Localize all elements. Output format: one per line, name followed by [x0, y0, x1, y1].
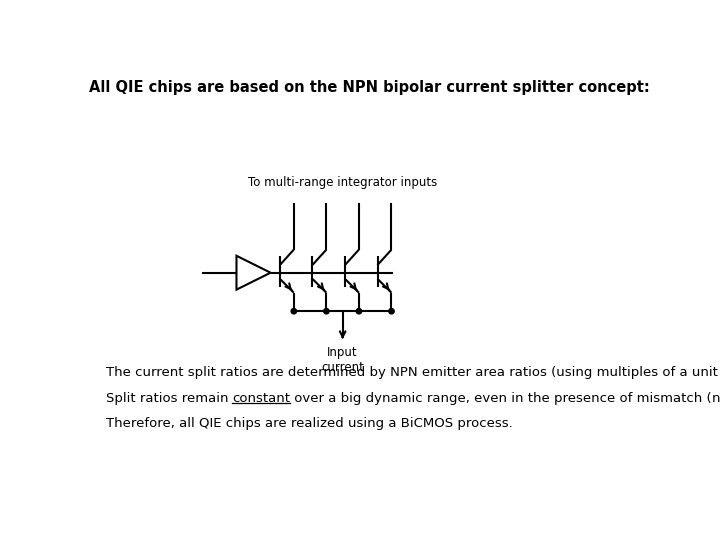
Text: not: not — [712, 392, 720, 404]
Text: Split ratios remain: Split ratios remain — [106, 392, 233, 404]
Text: All QIE chips are based on the NPN bipolar current splitter concept:: All QIE chips are based on the NPN bipol… — [89, 80, 649, 95]
Circle shape — [291, 308, 297, 314]
Text: Therefore, all QIE chips are realized using a BiCMOS process.: Therefore, all QIE chips are realized us… — [106, 417, 512, 430]
Circle shape — [324, 308, 329, 314]
Text: over a big dynamic range, even in the presence of mismatch (: over a big dynamic range, even in the pr… — [290, 392, 712, 404]
Text: To multi-range integrator inputs: To multi-range integrator inputs — [248, 176, 437, 189]
Circle shape — [389, 308, 394, 314]
Text: The current split ratios are determined by NPN emitter area ratios (using multip: The current split ratios are determined … — [106, 366, 720, 379]
Text: Input
current: Input current — [321, 346, 364, 374]
Circle shape — [356, 308, 361, 314]
Text: constant: constant — [233, 392, 290, 404]
